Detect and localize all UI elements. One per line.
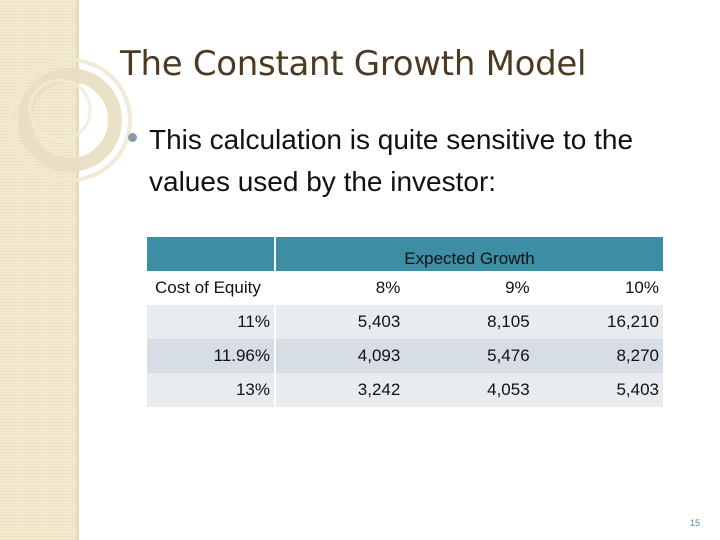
table-row: 11% 5,403 8,105 16,210 — [147, 305, 663, 339]
decorative-circles — [8, 58, 132, 182]
table-cell: 16,210 — [533, 305, 663, 339]
table-row: 11.96% 4,093 5,476 8,270 — [147, 339, 663, 373]
bullet-text: This calculation is quite sensitive to t… — [149, 124, 634, 197]
row-label: 13% — [147, 373, 276, 407]
table-cell: 5,476 — [404, 339, 534, 373]
column-header: 9% — [404, 271, 534, 305]
sidebar-edge — [76, 0, 79, 540]
table-row: 13% 3,242 4,053 5,403 — [147, 373, 663, 407]
table-cell: 4,053 — [404, 373, 534, 407]
row-label: 11.96% — [147, 339, 276, 373]
table-cell: 8,270 — [533, 339, 663, 373]
page-number: 15 — [690, 518, 701, 528]
table-cell: 5,403 — [533, 373, 663, 407]
table-cell: 3,242 — [275, 373, 405, 407]
table-cell: 8,105 — [404, 305, 534, 339]
row-label: 11% — [147, 305, 276, 339]
group-header: Expected Growth — [275, 237, 663, 271]
table-cell: 5,403 — [275, 305, 405, 339]
column-header-row: Cost of Equity 8% 9% 10% — [147, 271, 663, 305]
row-header-label: Cost of Equity — [147, 271, 276, 305]
bullet-icon — [128, 133, 137, 142]
table-cell: 4,093 — [275, 339, 405, 373]
sensitivity-table: Expected Growth Cost of Equity 8% 9% 10%… — [147, 237, 663, 407]
column-header: 10% — [533, 271, 663, 305]
table-header-row: Expected Growth — [147, 237, 663, 271]
header-blank-cell — [147, 237, 276, 271]
column-header: 8% — [275, 271, 405, 305]
slide-title: The Constant Growth Model — [120, 44, 587, 84]
